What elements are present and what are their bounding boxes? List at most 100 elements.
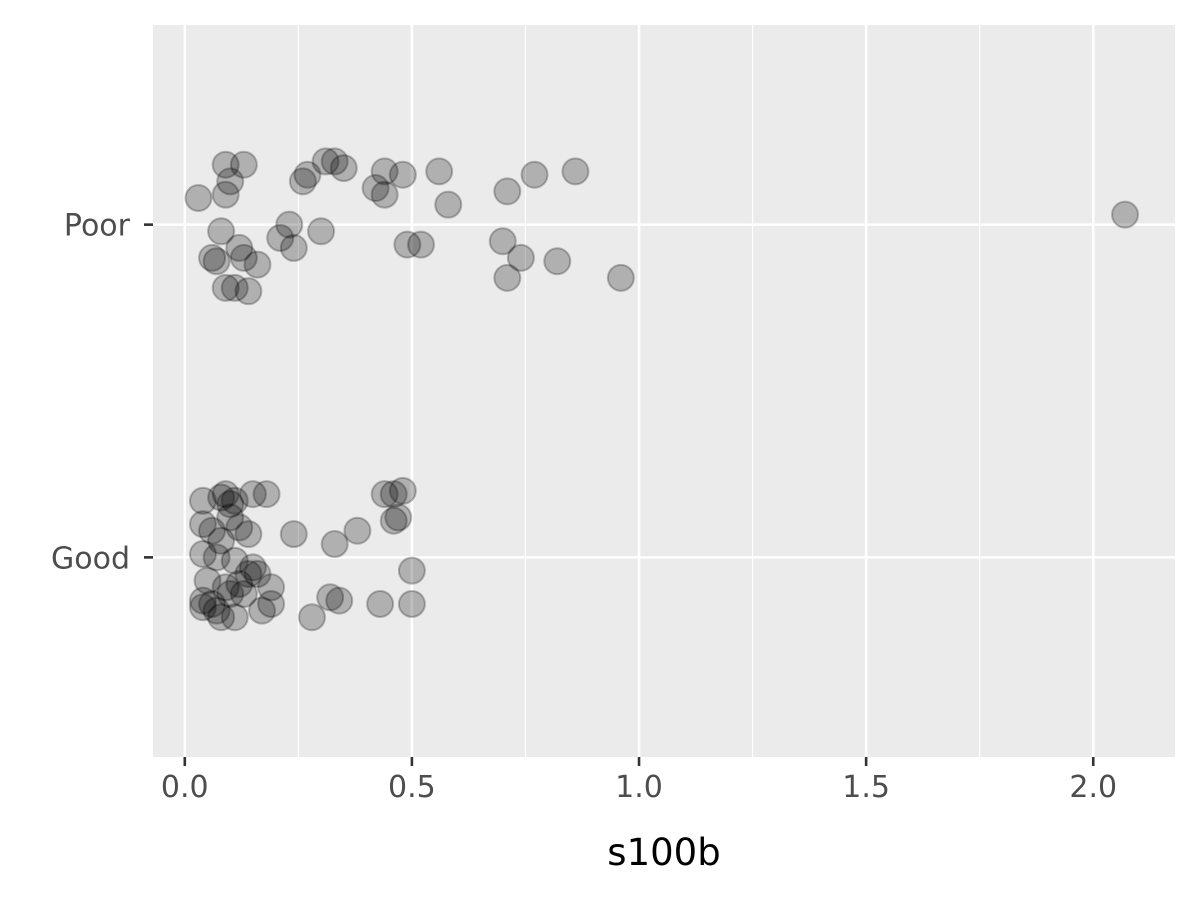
- data-point: [320, 147, 349, 176]
- data-point: [266, 223, 295, 252]
- data-point: [229, 150, 258, 179]
- y-axis: Good Poor: [51, 209, 153, 576]
- data-point: [370, 157, 399, 186]
- data-point: [202, 596, 231, 625]
- data-point: [229, 579, 258, 608]
- data-point: [216, 490, 245, 519]
- data-point: [211, 573, 240, 602]
- data-point: [225, 233, 254, 262]
- data-point: [434, 190, 463, 219]
- data-point: [506, 243, 535, 272]
- data-point: [379, 480, 408, 509]
- data-point: [425, 157, 454, 186]
- data-point: [343, 516, 372, 545]
- data-point: [248, 596, 277, 625]
- data-point: [234, 560, 263, 588]
- data-point: [184, 184, 213, 213]
- data-point: [488, 227, 517, 256]
- data-point: [366, 589, 395, 618]
- data-point: [397, 556, 426, 585]
- data-point: [229, 243, 258, 272]
- data-point: [225, 569, 254, 598]
- y-tick-label: Good: [51, 541, 130, 576]
- data-point: [211, 150, 240, 179]
- data-point: [393, 230, 422, 259]
- data-point: [225, 513, 254, 542]
- data-point: [207, 217, 236, 246]
- x-axis-title: s100b: [607, 831, 720, 874]
- data-point: [493, 177, 522, 206]
- data-point: [198, 516, 227, 545]
- data-point: [561, 157, 590, 186]
- data-point: [275, 210, 304, 239]
- data-point: [293, 160, 322, 189]
- data-point: [325, 586, 354, 615]
- data-point: [543, 247, 572, 276]
- data-point: [493, 263, 522, 292]
- data-point: [202, 247, 231, 276]
- data-point: [207, 526, 236, 555]
- data-point: [216, 579, 245, 608]
- data-point: [220, 603, 249, 632]
- x-tick-label: 1.5: [842, 770, 890, 805]
- data-point: [520, 160, 549, 189]
- data-point: [188, 486, 217, 515]
- x-axis: 0.0 0.5 1.0 1.5 2.0: [161, 757, 1117, 805]
- data-point: [252, 480, 281, 509]
- data-point: [207, 603, 236, 632]
- data-point: [211, 480, 240, 509]
- data-point: [216, 167, 245, 196]
- data-point: [234, 520, 263, 549]
- data-point: [397, 589, 426, 618]
- data-point: [207, 483, 236, 512]
- data-point: [388, 476, 417, 505]
- data-point: [211, 273, 240, 302]
- data-point: [288, 167, 317, 196]
- data-point: [370, 180, 399, 209]
- data-point: [198, 243, 227, 272]
- data-point: [370, 480, 399, 509]
- data-point: [316, 583, 345, 612]
- data-point: [257, 589, 286, 618]
- data-point: [211, 180, 240, 209]
- data-points: [184, 147, 1140, 632]
- data-point: [238, 553, 267, 582]
- data-point: [202, 543, 231, 572]
- data-point: [1111, 200, 1140, 229]
- x-tick-label: 1.0: [615, 770, 663, 805]
- data-point: [188, 510, 217, 539]
- data-point: [243, 560, 272, 588]
- data-point: [379, 506, 408, 535]
- data-point: [220, 486, 249, 515]
- x-tick-label: 0.0: [161, 770, 209, 805]
- data-point: [220, 546, 249, 575]
- data-point: [220, 273, 249, 302]
- data-point: [238, 480, 267, 509]
- data-point: [279, 520, 308, 549]
- data-point: [297, 603, 326, 632]
- data-point: [188, 593, 217, 622]
- data-point: [193, 566, 222, 595]
- data-point: [388, 160, 417, 189]
- y-tick-label: Poor: [64, 209, 131, 244]
- data-point: [188, 586, 217, 615]
- major-gridlines: [153, 25, 1175, 757]
- data-point: [243, 250, 272, 279]
- data-point: [311, 147, 340, 176]
- minor-gridlines: [297, 25, 981, 757]
- data-point: [216, 503, 245, 532]
- data-point: [329, 154, 358, 183]
- data-point: [234, 277, 263, 306]
- data-point: [361, 174, 390, 203]
- data-point: [188, 540, 217, 569]
- data-point: [198, 589, 227, 618]
- data-point: [406, 230, 435, 259]
- data-point: [384, 503, 413, 532]
- data-point: [320, 530, 349, 559]
- x-tick-label: 2.0: [1069, 770, 1117, 805]
- plot-panel: [153, 25, 1175, 757]
- data-point: [279, 233, 308, 262]
- data-point: [307, 217, 336, 246]
- data-point: [257, 573, 286, 602]
